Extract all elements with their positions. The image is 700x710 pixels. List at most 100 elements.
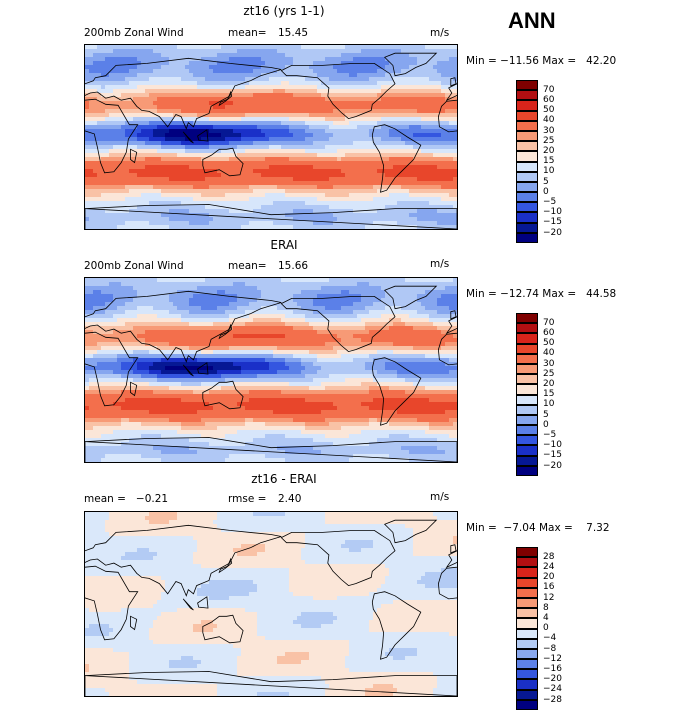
- field-cell: [237, 77, 242, 82]
- field-cell: [153, 185, 158, 190]
- field-cell: [89, 294, 94, 299]
- field-cell: [193, 197, 198, 202]
- field-cell: [313, 117, 318, 122]
- field-cell: [321, 49, 326, 54]
- field-cell: [409, 225, 414, 229]
- field-cell: [361, 161, 366, 166]
- field-cell: [209, 193, 214, 198]
- field-cell: [109, 81, 114, 86]
- field-cell: [429, 125, 434, 130]
- field-cell: [377, 201, 382, 206]
- field-cell: [257, 177, 262, 182]
- field-cell: [345, 290, 350, 295]
- field-cell: [405, 129, 410, 134]
- field-cell: [157, 225, 162, 229]
- field-cell: [149, 145, 154, 150]
- field-cell: [329, 201, 334, 206]
- field-cell: [305, 141, 310, 146]
- field-cell: [93, 61, 98, 66]
- field-cell: [165, 137, 170, 142]
- field-cell: [337, 77, 342, 82]
- field-cell: [197, 89, 202, 94]
- field-cell: [181, 161, 186, 166]
- field-cell: [105, 181, 110, 186]
- field-cell: [453, 181, 457, 186]
- field-cell: [121, 105, 126, 110]
- field-cell: [169, 282, 174, 287]
- field-cell: [365, 302, 370, 307]
- field-cell: [393, 93, 398, 98]
- field-cell: [437, 153, 442, 158]
- field-cell: [321, 201, 326, 206]
- field-cell: [357, 213, 362, 218]
- field-cell: [237, 49, 242, 54]
- field-cell: [217, 45, 222, 50]
- field-cell: [161, 125, 166, 130]
- field-cell: [153, 165, 158, 170]
- field-cell: [157, 117, 162, 122]
- field-cell: [225, 153, 230, 158]
- field-cell: [261, 302, 266, 307]
- field-cell: [197, 149, 202, 154]
- field-cell: [161, 45, 166, 50]
- field-cell: [241, 298, 246, 303]
- field-cell: [137, 77, 142, 82]
- field-cell: [429, 109, 434, 114]
- field-cell: [333, 302, 338, 307]
- field-cell: [209, 177, 214, 182]
- field-cell: [241, 125, 246, 130]
- field-cell: [161, 153, 166, 158]
- field-cell: [177, 145, 182, 150]
- field-cell: [221, 129, 226, 134]
- field-cell: [349, 282, 354, 287]
- field-cell: [89, 113, 94, 118]
- colorbar-tick-label: −10: [543, 208, 562, 217]
- field-cell: [197, 69, 202, 74]
- field-cell: [437, 294, 442, 299]
- field-cell: [325, 105, 330, 110]
- field-cell: [109, 282, 114, 287]
- field-cell: [189, 77, 194, 82]
- field-cell: [341, 117, 346, 122]
- field-cell: [193, 209, 198, 214]
- field-cell: [421, 97, 426, 102]
- field-cell: [301, 157, 306, 162]
- field-cell: [349, 129, 354, 134]
- field-cell: [317, 117, 322, 122]
- field-cell: [177, 165, 182, 170]
- field-cell: [301, 205, 306, 210]
- field-cell: [249, 125, 254, 130]
- field-cell: [397, 117, 402, 122]
- field-cell: [305, 282, 310, 287]
- field-cell: [325, 290, 330, 295]
- field-cell: [441, 149, 446, 154]
- field-cell: [253, 53, 258, 58]
- field-cell: [409, 197, 414, 202]
- field-cell: [101, 189, 106, 194]
- field-cell: [329, 286, 334, 291]
- field-cell: [117, 57, 122, 62]
- field-cell: [201, 205, 206, 210]
- field-cell: [165, 161, 170, 166]
- field-cell: [449, 298, 454, 303]
- field-cell: [425, 298, 430, 303]
- field-cell: [89, 282, 94, 287]
- field-cell: [369, 173, 374, 178]
- field-cell: [293, 85, 298, 90]
- field-cell: [377, 193, 382, 198]
- field-cell: [85, 282, 90, 287]
- field-cell: [209, 141, 214, 146]
- field-cell: [361, 117, 366, 122]
- field-cell: [209, 161, 214, 166]
- field-cell: [273, 282, 278, 287]
- field-cell: [313, 93, 318, 98]
- field-cell: [441, 69, 446, 74]
- field-cell: [281, 85, 286, 90]
- field-cell: [85, 189, 90, 194]
- field-cell: [401, 286, 406, 291]
- field-cell: [85, 185, 90, 190]
- field-cell: [117, 149, 122, 154]
- field-cell: [245, 141, 250, 146]
- field-cell: [157, 161, 162, 166]
- field-cell: [389, 209, 394, 214]
